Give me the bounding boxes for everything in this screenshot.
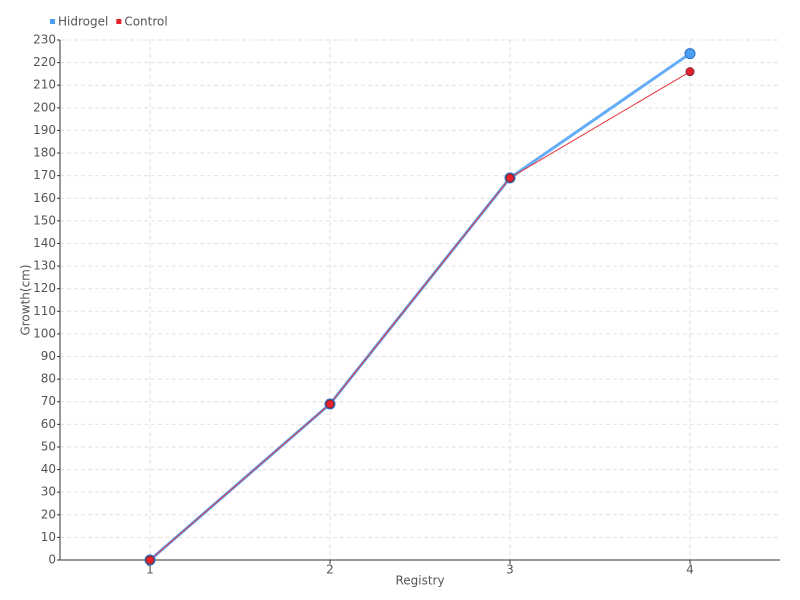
data-point <box>325 399 335 409</box>
y-tick-label: 200 <box>33 100 56 114</box>
y-tick-label: 210 <box>33 78 56 92</box>
y-tick-label: 190 <box>33 123 56 137</box>
y-tick-label: 120 <box>33 281 56 295</box>
series-line <box>149 52 691 562</box>
y-tick-label: 140 <box>33 236 56 250</box>
y-tick-label: 100 <box>33 326 56 340</box>
y-tick-label: 90 <box>41 349 56 363</box>
y-tick-label: 160 <box>33 191 56 205</box>
y-tick-label: 40 <box>41 462 56 476</box>
legend-label: Hidrogel <box>58 15 108 29</box>
y-tick-label: 110 <box>33 304 56 318</box>
y-axis-label: Growth(cm) <box>19 264 33 335</box>
y-tick-label: 20 <box>41 507 56 521</box>
x-tick-label: 1 <box>146 563 154 577</box>
y-tick-label: 0 <box>48 553 56 567</box>
legend-swatch <box>50 19 55 24</box>
y-tick-label: 50 <box>41 439 56 453</box>
x-axis-label: Registry <box>395 574 444 588</box>
legend-swatch <box>116 19 122 24</box>
y-tick-label: 150 <box>33 213 56 227</box>
x-tick-label: 3 <box>506 563 514 577</box>
data-point <box>684 48 696 60</box>
y-tick-label: 70 <box>41 394 56 408</box>
y-tick-label: 130 <box>33 259 56 273</box>
legend-label: Control <box>124 15 167 29</box>
x-tick-label: 4 <box>686 563 694 577</box>
y-tick-label: 180 <box>33 146 56 160</box>
data-point <box>685 67 695 77</box>
data-point <box>505 173 515 183</box>
series-line <box>149 71 691 561</box>
y-tick-label: 60 <box>41 417 56 431</box>
y-tick-label: 220 <box>33 55 56 69</box>
y-tick-label: 30 <box>41 485 56 499</box>
y-tick-label: 170 <box>33 168 56 182</box>
data-point <box>145 555 155 565</box>
y-tick-label: 10 <box>41 530 56 544</box>
x-tick-label: 2 <box>326 563 334 577</box>
y-tick-label: 230 <box>33 33 56 47</box>
y-tick-label: 80 <box>41 372 56 386</box>
